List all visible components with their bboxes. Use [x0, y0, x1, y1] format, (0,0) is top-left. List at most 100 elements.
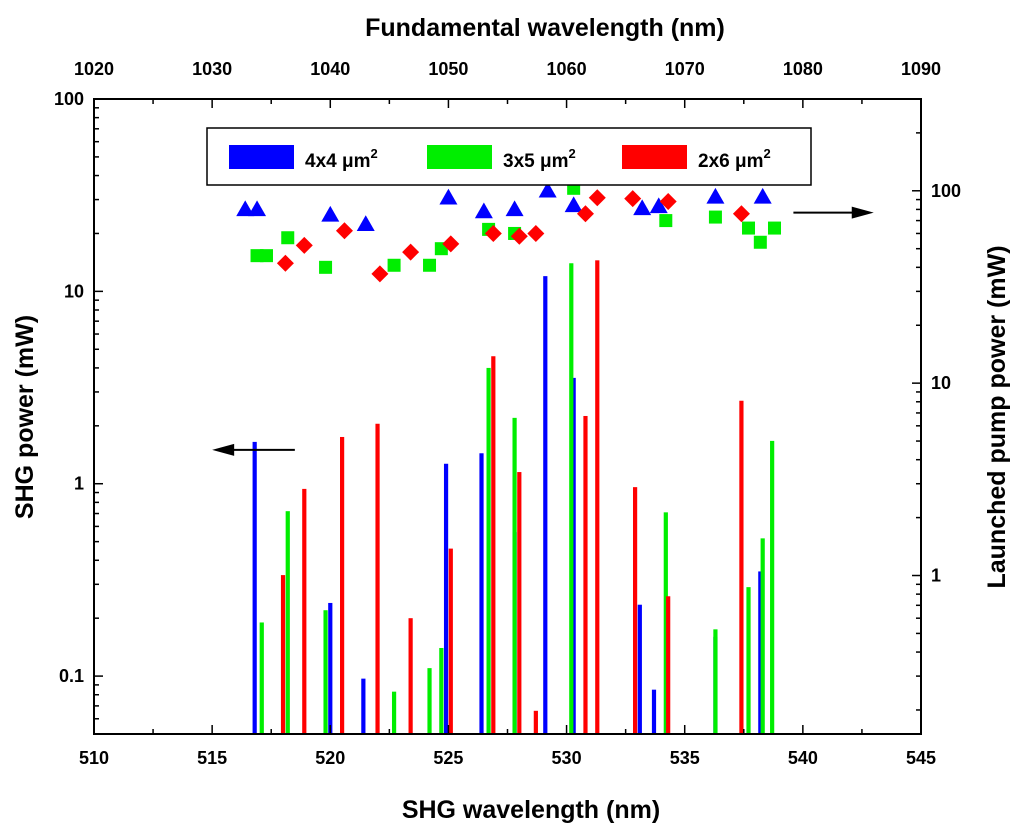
legend-swatch	[427, 145, 492, 169]
shg-bar	[323, 610, 328, 734]
arrow-head	[851, 206, 874, 219]
top-tick-label: 1080	[783, 59, 823, 79]
pump-point-triangle	[753, 187, 772, 204]
pump-point-triangle	[706, 187, 725, 204]
shg-bar	[758, 571, 763, 734]
top-tick-label: 1040	[310, 59, 350, 79]
pump-point-square	[742, 221, 756, 235]
x-tick-label: 535	[670, 748, 700, 768]
shg-bar	[427, 668, 432, 734]
shg-bar	[739, 400, 744, 734]
pump-point-triangle	[474, 202, 493, 219]
shg-bar	[569, 263, 574, 734]
pump-point-square	[768, 221, 782, 235]
legend-label: 3x5 μm2	[503, 146, 576, 172]
legend-label-text: 3x5 μm	[503, 151, 569, 172]
pump-point-square	[708, 210, 722, 224]
top-tick-label: 1090	[901, 59, 941, 79]
top-axis-title: Fundamental wavelength (nm)	[365, 14, 725, 42]
legend-swatch	[229, 145, 294, 169]
x-tick-label: 520	[315, 748, 345, 768]
shg-bar	[651, 689, 657, 734]
shg-bar	[408, 618, 413, 734]
y-left-tick-label: 1	[74, 474, 84, 494]
x-axis-title: SHG wavelength (nm)	[402, 796, 660, 824]
pump-point-diamond	[276, 254, 294, 272]
top-tick-label: 1050	[428, 59, 468, 79]
legend-box	[206, 127, 812, 186]
pump-point-square	[319, 260, 333, 274]
shg-bar	[285, 511, 290, 734]
x-tick-label: 525	[433, 748, 463, 768]
y-right-tick-label: 100	[931, 181, 961, 201]
pump-point-square	[423, 258, 437, 272]
pump-point-triangle	[236, 200, 255, 217]
x-tick-label: 510	[79, 748, 109, 768]
pump-point-diamond	[335, 222, 353, 240]
shg-bar	[512, 417, 517, 734]
x-tick-label: 545	[906, 748, 936, 768]
shg-bar	[302, 488, 307, 734]
shg-bar	[486, 367, 491, 734]
pump-point-square	[281, 231, 295, 245]
shg-bar	[259, 622, 264, 734]
pump-point-diamond	[371, 265, 389, 283]
shg-bar	[583, 415, 588, 734]
shg-bar	[760, 538, 765, 734]
shg-bar	[517, 472, 522, 734]
shg-bar	[637, 604, 642, 734]
shg-bar	[746, 587, 751, 734]
pump-point-triangle	[633, 199, 652, 216]
pump-point-diamond	[484, 224, 502, 242]
y-left-tick-label: 0.1	[59, 666, 84, 686]
top-tick-label: 1020	[74, 59, 114, 79]
shg-bar	[666, 596, 671, 734]
pump-point-triangle	[505, 200, 524, 217]
legend-label-text: 2x6 μm	[698, 151, 764, 172]
pump-point-square	[259, 249, 273, 263]
pump-point-diamond	[576, 205, 594, 223]
shg-bar	[361, 678, 366, 734]
pump-point-diamond	[510, 227, 528, 245]
shg-bar	[571, 377, 576, 734]
pump-point-triangle	[356, 215, 375, 231]
x-tick-label: 540	[788, 748, 818, 768]
legend-label: 4x4 μm2	[305, 146, 378, 172]
shg-bar	[632, 487, 638, 734]
pump-point-square	[659, 214, 673, 228]
pump-point-diamond	[659, 192, 677, 210]
y-left-tick-label: 100	[54, 89, 84, 109]
shg-bar	[252, 441, 257, 734]
shg-bar	[713, 629, 718, 734]
shg-bar	[375, 423, 380, 734]
legend: 4x4 μm2 3x5 μm2 2x6 μm2	[206, 127, 812, 186]
arrow-head	[212, 443, 235, 456]
shg-bar	[533, 710, 538, 734]
top-tick-label: 1030	[192, 59, 232, 79]
shg-bar	[443, 463, 449, 734]
pump-point-diamond	[732, 205, 750, 223]
shg-bar	[340, 436, 345, 734]
legend-label-text: 4x4 μm	[305, 151, 371, 172]
shg-bar	[543, 276, 548, 734]
x-tick-label: 515	[197, 748, 227, 768]
shg-bar	[439, 647, 444, 734]
shg-bar	[328, 602, 333, 734]
pump-point-triangle	[538, 181, 557, 198]
pump-point-triangle	[321, 205, 340, 222]
pump-point-diamond	[402, 243, 420, 261]
legend-label: 2x6 μm2	[698, 146, 771, 172]
shg-bar	[479, 453, 484, 734]
top-tick-label: 1060	[547, 59, 587, 79]
pump-point-triangle	[439, 188, 458, 205]
x-tick-label: 530	[552, 748, 582, 768]
pump-point-triangle	[564, 196, 583, 213]
top-tick-label: 1070	[665, 59, 705, 79]
plot-frame	[93, 98, 922, 735]
y-right-axis-title: Launched pump power (mW)	[983, 245, 1011, 588]
shg-bar	[391, 691, 397, 734]
shg-bar	[770, 440, 775, 734]
legend-swatch	[622, 145, 687, 169]
y-left-tick-label: 10	[64, 281, 84, 301]
